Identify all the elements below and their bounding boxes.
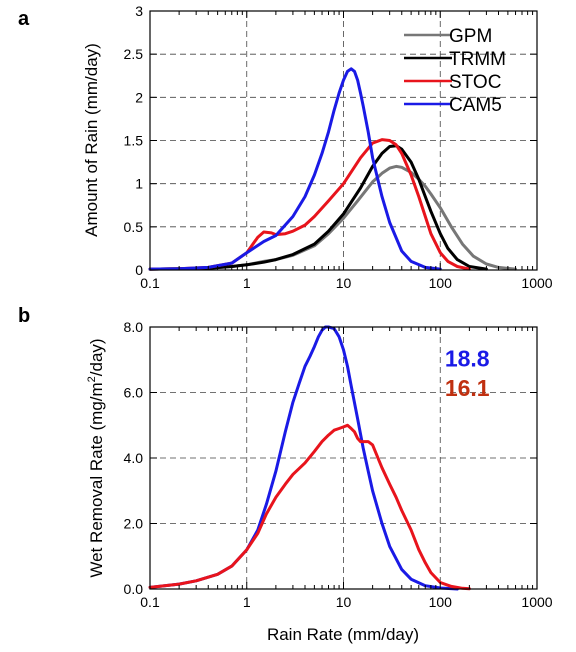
panel-b-y-axis-title-part1: Wet Removal Rate (mg/m <box>87 382 106 577</box>
panel-b-y-tick-label: 8.0 <box>124 319 144 335</box>
panel-b-x-tick-label: 0.1 <box>140 594 160 610</box>
panel-a-y-tick-label: 2.5 <box>124 46 144 62</box>
panel-b-y-axis-title-superscript: 2 <box>86 376 98 382</box>
panel-a-series-stoc-line <box>148 138 471 271</box>
panel-a-y-tick-label: 1 <box>135 176 143 192</box>
panel-a-label: a <box>18 8 30 30</box>
panel-b-annotations: 18.8 16.1 <box>445 345 490 400</box>
panel-a-grid <box>150 11 537 270</box>
panel-a-y-tick-label: 1.5 <box>124 133 144 149</box>
legend-label-trmm: TRMM <box>449 49 506 70</box>
panel-b-y-tick-label: 6.0 <box>124 385 144 401</box>
panel-a-y-tick-label: 2 <box>135 89 143 105</box>
panel-b-label: b <box>18 305 30 327</box>
panel-a-x-tick-label: 1 <box>243 275 251 291</box>
panel-a-y-tick-label: 0.5 <box>124 219 144 235</box>
panel-a-x-tick-label: 10 <box>336 275 352 291</box>
panel-b-x-tick-label: 10 <box>336 594 352 610</box>
panel-a-series-cam5-line <box>148 67 442 271</box>
panel-b-series-2-line <box>148 423 471 591</box>
panel-b-y-tick-label: 2.0 <box>124 516 144 532</box>
panel-b-y-axis-title-part2: /day) <box>87 338 106 376</box>
panel-b-grid <box>150 327 537 589</box>
panel-b-x-tick-label: 1 <box>243 594 251 610</box>
panel-b-x-axis-title: Rain Rate (mm/day) <box>267 625 419 644</box>
legend-label-cam5: CAM5 <box>449 95 502 116</box>
legend-label-stoc: STOC <box>449 72 501 93</box>
panel-b-annotation-1: 18.8 <box>445 345 490 371</box>
panel-a-y-tick-label: 0 <box>135 262 143 278</box>
panel-a-series <box>148 67 517 271</box>
panel-a-ticks: 0.1 1 10 100 1000 0 0.5 1 1.5 2 2.5 3 <box>124 3 553 291</box>
panel-a-series-gpm-line <box>148 164 517 271</box>
panel-a-x-tick-label: 0.1 <box>140 275 160 291</box>
panel-b-y-axis-title: Wet Removal Rate (mg/m2/day) <box>86 338 106 577</box>
panel-b-x-tick-label: 100 <box>429 594 453 610</box>
panel-a-chart: a 0.1 1 10 100 1000 0 0.5 1 1.5 2 2.5 3 GPMTRMMSTOC… <box>18 3 553 291</box>
panel-a-y-axis-title: Amount of Rain (mm/day) <box>82 43 101 237</box>
panel-a-y-tick-label: 3 <box>135 3 143 19</box>
panel-a-series-trmm-line <box>148 144 488 271</box>
legend-label-gpm: GPM <box>449 26 492 47</box>
panel-b-y-tick-label: 0.0 <box>124 581 144 597</box>
panel-b-y-tick-label: 4.0 <box>124 450 144 466</box>
panel-b-x-tick-label: 1000 <box>521 594 552 610</box>
panel-b-annotation-2: 16.1 <box>445 375 490 401</box>
panel-a-x-tick-label: 100 <box>429 275 453 291</box>
panel-a-x-tick-label: 1000 <box>521 275 552 291</box>
panel-b-ticks: 0.1 1 10 100 1000 0.0 2.0 4.0 6.0 8.0 <box>124 319 553 610</box>
